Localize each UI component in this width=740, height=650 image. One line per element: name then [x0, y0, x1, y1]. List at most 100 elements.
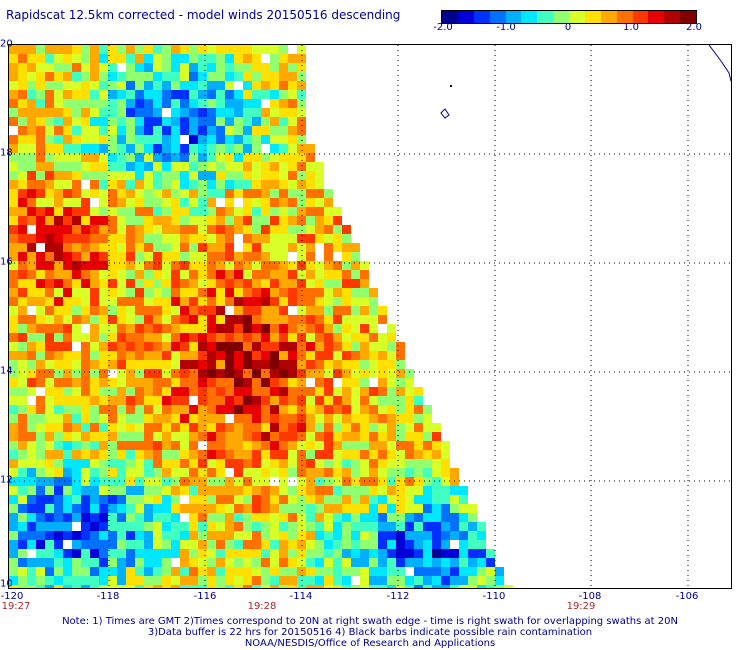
wind-difference-cell — [135, 243, 144, 252]
wind-difference-cell — [99, 477, 108, 486]
wind-difference-cell — [90, 162, 99, 171]
wind-difference-cell — [180, 360, 189, 369]
wind-difference-cell — [72, 333, 81, 342]
wind-difference-cell — [27, 513, 36, 522]
wind-difference-cell — [144, 225, 153, 234]
wind-difference-cell — [297, 252, 306, 261]
wind-difference-cell — [18, 45, 27, 54]
wind-difference-cell — [135, 450, 144, 459]
wind-difference-cell — [189, 477, 198, 486]
wind-difference-cell — [360, 495, 369, 504]
wind-difference-cell — [90, 360, 99, 369]
wind-difference-cell — [342, 225, 351, 234]
wind-difference-cell — [351, 369, 360, 378]
wind-difference-cell — [315, 270, 324, 279]
wind-difference-cell — [189, 63, 198, 72]
wind-difference-cell — [216, 504, 225, 513]
wind-difference-cell — [270, 504, 279, 513]
wind-difference-cell — [315, 162, 324, 171]
wind-difference-cell — [360, 324, 369, 333]
wind-difference-cell — [387, 324, 396, 333]
wind-difference-cell — [126, 72, 135, 81]
wind-difference-cell — [252, 189, 261, 198]
wind-difference-cell — [117, 270, 126, 279]
wind-difference-cell — [99, 45, 108, 54]
wind-difference-cell — [333, 324, 342, 333]
wind-difference-cell — [297, 72, 306, 81]
wind-difference-cell — [207, 198, 216, 207]
wind-difference-cell — [333, 297, 342, 306]
wind-difference-cell — [414, 477, 423, 486]
wind-difference-cell — [261, 315, 270, 324]
wind-difference-cell — [144, 459, 153, 468]
wind-difference-cell — [72, 108, 81, 117]
wind-difference-cell — [333, 315, 342, 324]
wind-difference-cell — [36, 324, 45, 333]
wind-difference-cell — [288, 144, 297, 153]
wind-difference-cell — [54, 414, 63, 423]
wind-difference-cell — [126, 153, 135, 162]
wind-difference-cell — [270, 414, 279, 423]
lon-label: -118 — [96, 591, 120, 602]
wind-difference-cell — [270, 81, 279, 90]
wind-difference-cell — [162, 153, 171, 162]
wind-difference-cell — [45, 450, 54, 459]
wind-difference-cell — [72, 252, 81, 261]
wind-difference-cell — [396, 504, 405, 513]
wind-difference-cell — [189, 306, 198, 315]
wind-difference-cell — [216, 567, 225, 576]
wind-difference-cell — [378, 549, 387, 558]
wind-difference-cell — [288, 216, 297, 225]
wind-difference-cell — [342, 369, 351, 378]
wind-difference-cell — [225, 252, 234, 261]
wind-difference-cell — [207, 288, 216, 297]
wind-difference-cell — [396, 405, 405, 414]
wind-difference-cell — [108, 234, 117, 243]
wind-difference-cell — [72, 261, 81, 270]
wind-difference-cell — [171, 90, 180, 99]
color-scale-swatch — [442, 11, 458, 23]
wind-difference-cell — [216, 144, 225, 153]
wind-difference-cell — [99, 81, 108, 90]
wind-difference-cell — [162, 324, 171, 333]
wind-difference-cell — [162, 567, 171, 576]
wind-difference-cell — [225, 261, 234, 270]
wind-difference-cell — [135, 531, 144, 540]
wind-difference-cell — [153, 90, 162, 99]
wind-difference-cell — [369, 369, 378, 378]
wind-difference-cell — [45, 486, 54, 495]
wind-difference-cell — [387, 585, 396, 588]
wind-difference-cell — [270, 252, 279, 261]
wind-difference-cell — [468, 531, 477, 540]
wind-difference-cell — [180, 576, 189, 585]
wind-difference-cell — [180, 414, 189, 423]
wind-difference-cell — [144, 117, 153, 126]
wind-difference-cell — [99, 342, 108, 351]
lon-label: -110 — [482, 591, 506, 602]
color-scale-swatch — [600, 11, 617, 23]
wind-difference-cell — [27, 324, 36, 333]
wind-difference-cell — [27, 459, 36, 468]
wind-difference-cell — [288, 522, 297, 531]
wind-difference-cell — [423, 549, 432, 558]
wind-difference-cell — [27, 135, 36, 144]
wind-difference-cell — [279, 432, 288, 441]
wind-difference-cell — [288, 297, 297, 306]
wind-difference-cell — [306, 441, 315, 450]
wind-difference-cell — [135, 90, 144, 99]
wind-difference-cell — [333, 513, 342, 522]
wind-difference-cell — [279, 306, 288, 315]
wind-difference-cell — [396, 486, 405, 495]
wind-difference-cell — [324, 369, 333, 378]
wind-difference-cell — [414, 504, 423, 513]
wind-difference-cell — [261, 432, 270, 441]
wind-difference-cell — [360, 360, 369, 369]
wind-difference-cell — [162, 279, 171, 288]
wind-difference-cell — [72, 153, 81, 162]
wind-difference-cell — [225, 450, 234, 459]
wind-difference-cell — [189, 198, 198, 207]
wind-difference-cell — [9, 333, 18, 342]
wind-difference-cell — [198, 81, 207, 90]
wind-difference-cell — [207, 333, 216, 342]
wind-difference-cell — [126, 396, 135, 405]
